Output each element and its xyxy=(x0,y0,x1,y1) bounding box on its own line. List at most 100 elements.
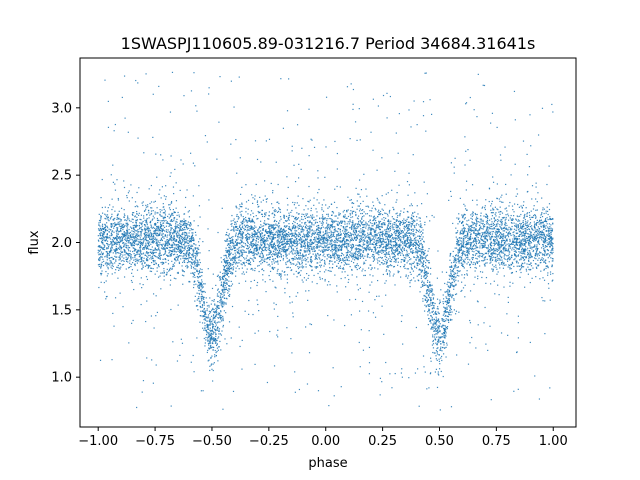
data-point xyxy=(162,263,164,265)
data-point xyxy=(336,259,338,261)
data-point xyxy=(216,293,219,295)
data-point xyxy=(203,308,205,310)
data-point xyxy=(147,206,149,208)
data-point xyxy=(288,214,291,216)
data-point xyxy=(274,210,276,213)
data-point xyxy=(410,203,413,205)
data-point xyxy=(127,248,129,250)
data-point xyxy=(189,256,192,259)
data-point xyxy=(155,241,158,244)
data-point xyxy=(353,228,355,230)
data-point xyxy=(113,325,115,327)
data-point xyxy=(509,251,511,253)
data-point xyxy=(140,257,142,259)
data-point xyxy=(419,263,421,265)
data-point xyxy=(393,222,395,224)
data-point xyxy=(297,217,300,219)
data-point xyxy=(420,269,422,271)
data-point xyxy=(243,273,245,275)
data-point xyxy=(136,210,138,213)
data-point xyxy=(227,266,229,268)
data-point xyxy=(222,283,225,285)
data-point xyxy=(522,140,525,142)
data-point xyxy=(114,224,117,226)
data-point xyxy=(164,248,166,250)
data-point xyxy=(409,282,411,284)
data-point xyxy=(507,232,509,234)
data-point xyxy=(296,212,298,214)
data-point xyxy=(500,159,502,161)
data-point xyxy=(118,242,120,244)
data-point xyxy=(149,270,151,272)
data-point xyxy=(464,254,466,256)
data-point xyxy=(189,281,191,283)
data-point xyxy=(489,259,491,261)
data-point xyxy=(100,229,103,232)
data-point xyxy=(228,295,231,297)
data-point xyxy=(280,253,282,255)
data-point xyxy=(230,268,232,270)
data-point xyxy=(133,224,136,226)
data-point xyxy=(251,225,253,228)
data-point xyxy=(305,221,307,224)
data-point xyxy=(174,230,176,232)
data-point xyxy=(240,227,242,229)
data-point xyxy=(214,312,216,314)
data-point xyxy=(445,297,448,299)
data-point xyxy=(156,311,159,314)
data-point xyxy=(484,216,487,218)
data-point xyxy=(283,231,285,234)
data-point xyxy=(536,201,538,203)
data-point xyxy=(365,205,367,207)
data-point xyxy=(307,246,309,248)
data-point xyxy=(485,232,487,234)
data-point xyxy=(297,267,300,270)
data-point xyxy=(393,218,395,220)
data-point xyxy=(197,263,199,265)
data-point xyxy=(309,243,311,245)
data-point xyxy=(118,223,121,225)
data-point xyxy=(216,322,218,324)
data-point xyxy=(399,266,402,268)
data-point xyxy=(140,232,142,234)
data-point xyxy=(385,361,387,364)
data-point xyxy=(222,296,224,298)
data-point xyxy=(379,236,381,238)
data-point xyxy=(313,274,315,277)
data-point xyxy=(247,242,249,244)
data-point xyxy=(300,258,302,260)
data-point xyxy=(219,295,222,297)
data-point xyxy=(485,252,488,254)
data-point xyxy=(151,238,153,240)
data-point xyxy=(397,239,400,242)
data-point xyxy=(383,253,386,255)
data-point xyxy=(265,240,268,242)
data-point xyxy=(298,263,301,265)
data-point xyxy=(392,223,394,225)
data-point xyxy=(151,258,153,260)
data-point xyxy=(373,246,375,248)
data-point xyxy=(354,223,356,225)
data-point xyxy=(538,254,540,257)
data-point xyxy=(122,225,124,227)
data-point xyxy=(332,367,334,369)
data-point xyxy=(519,242,521,244)
data-point xyxy=(230,229,232,232)
data-point xyxy=(317,170,319,172)
data-point xyxy=(220,334,223,336)
data-point xyxy=(425,276,427,278)
data-point xyxy=(228,254,230,257)
data-point xyxy=(251,227,253,229)
data-point xyxy=(406,242,408,245)
data-point xyxy=(250,264,252,266)
data-point xyxy=(130,238,132,240)
data-point xyxy=(184,235,186,237)
data-point xyxy=(520,258,522,261)
data-point xyxy=(468,227,470,229)
data-point xyxy=(537,134,540,136)
data-point xyxy=(306,248,308,250)
data-point xyxy=(206,324,208,326)
data-point xyxy=(423,266,425,268)
data-point xyxy=(443,329,445,332)
data-point xyxy=(474,270,476,272)
